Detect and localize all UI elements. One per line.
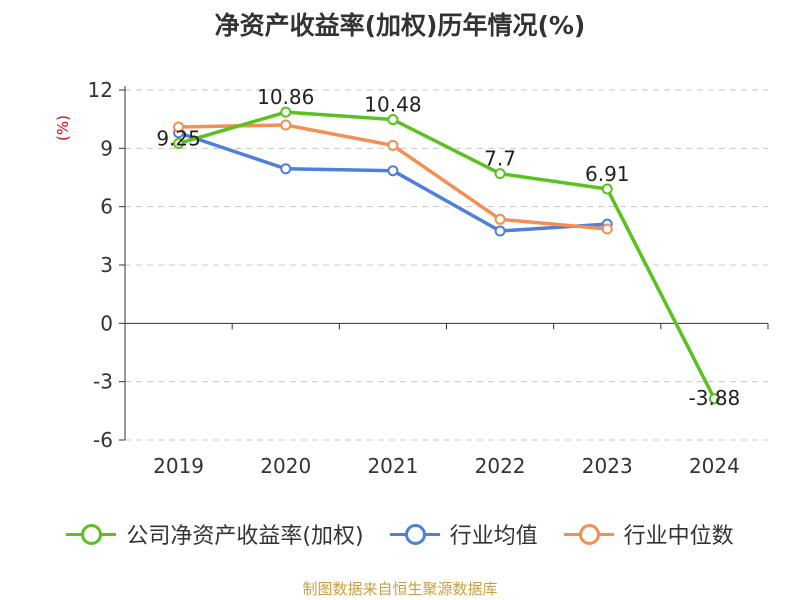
axes: 12 9 6 3 0 -3 -6 2019 2020 2021 2022 2023 2024 <box>88 78 769 478</box>
x-tick-label: 2024 <box>689 454 740 478</box>
chart-title: 净资产收益率(加权)历年情况(%) <box>214 11 586 40</box>
series-lines <box>173 106 720 405</box>
data-point <box>387 165 399 177</box>
data-point <box>173 121 185 133</box>
data-label: 10.48 <box>364 93 421 117</box>
data-point <box>280 106 292 118</box>
data-point <box>494 168 506 180</box>
legend-label: 行业中位数 <box>623 524 734 549</box>
y-tick-label: -3 <box>93 370 113 394</box>
data-labels: 9.25 10.86 10.48 7.7 6.91 -3.88 <box>156 85 740 410</box>
legend: 公司净资产收益率(加权) 行业均值 行业中位数 <box>0 518 800 550</box>
y-tick-label: 9 <box>100 136 113 160</box>
legend-item[interactable]: 公司净资产收益率(加权) <box>66 518 364 550</box>
source-note: 制图数据来自恒生聚源数据库 <box>302 580 498 598</box>
legend-item[interactable]: 行业中位数 <box>563 518 734 550</box>
x-tick-label: 2022 <box>475 454 526 478</box>
data-point <box>173 137 185 149</box>
y-tick-label: -6 <box>93 428 113 452</box>
series-line <box>178 110 716 400</box>
y-tick-label: 6 <box>100 195 113 219</box>
legend-label: 公司净资产收益率(加权) <box>126 524 364 549</box>
x-tick-label: 2020 <box>260 454 311 478</box>
x-tick-label: 2023 <box>582 454 633 478</box>
y-tick-label: 0 <box>100 311 113 335</box>
grid <box>125 89 768 441</box>
y-tick-label: 3 <box>100 253 113 277</box>
data-label: 9.25 <box>156 126 201 150</box>
legend-swatch <box>66 523 117 545</box>
data-point <box>280 119 292 131</box>
legend-item[interactable]: 行业均值 <box>389 518 538 550</box>
data-point <box>494 213 506 225</box>
legend-swatch <box>389 523 440 545</box>
legend-label: 行业均值 <box>449 524 538 549</box>
data-point <box>494 225 506 237</box>
legend-swatch <box>563 523 614 545</box>
x-tick-label: 2019 <box>153 454 204 478</box>
data-point <box>601 183 613 195</box>
data-point <box>708 393 720 405</box>
data-label: 10.86 <box>257 85 314 109</box>
data-label: 7.7 <box>484 147 516 171</box>
data-label: -3.88 <box>689 386 741 410</box>
y-tick-label: 12 <box>88 78 113 102</box>
x-tick-label: 2021 <box>367 454 418 478</box>
data-point <box>387 139 399 151</box>
y-axis-unit-label: (%) <box>54 115 72 141</box>
data-point <box>387 114 399 126</box>
data-label: 6.91 <box>585 162 630 186</box>
data-point <box>280 163 292 175</box>
data-point <box>601 223 613 235</box>
